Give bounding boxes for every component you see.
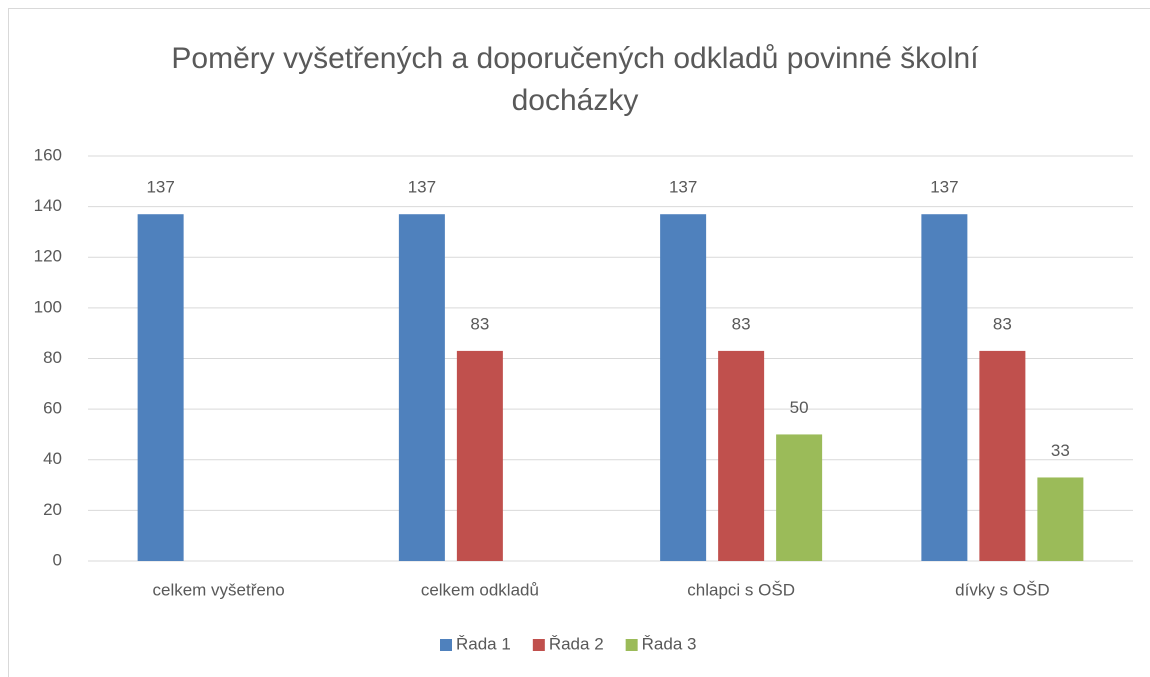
bar bbox=[921, 214, 968, 561]
y-tick-label: 20 bbox=[43, 500, 62, 519]
data-label: 137 bbox=[930, 178, 958, 197]
data-label: 83 bbox=[732, 314, 751, 333]
data-label: 33 bbox=[1051, 441, 1070, 460]
legend-label: Řada 2 bbox=[549, 634, 604, 653]
y-tick-label: 40 bbox=[43, 449, 62, 468]
bar bbox=[660, 214, 707, 561]
data-label: 137 bbox=[408, 178, 436, 197]
data-label: 137 bbox=[146, 178, 174, 197]
bar bbox=[137, 214, 184, 561]
x-tick-label: dívky s OŠD bbox=[955, 580, 1049, 599]
legend-swatch bbox=[532, 639, 545, 651]
legend-swatch bbox=[440, 639, 452, 651]
data-label: 50 bbox=[790, 398, 809, 417]
data-label: 137 bbox=[669, 178, 697, 197]
data-label: 83 bbox=[993, 314, 1012, 333]
bar bbox=[718, 350, 765, 561]
y-tick-label: 160 bbox=[34, 145, 62, 164]
bar bbox=[1037, 477, 1084, 561]
legend-label: Řada 1 bbox=[456, 634, 511, 653]
y-tick-label: 60 bbox=[43, 399, 62, 418]
data-label: 83 bbox=[470, 314, 489, 333]
bar bbox=[979, 350, 1026, 561]
chart-title: Poměry vyšetřených a doporučených odklad… bbox=[171, 42, 979, 117]
y-tick-label: 0 bbox=[53, 550, 62, 569]
chart-border bbox=[8, 8, 1150, 677]
x-tick-label: celkem vyšetřeno bbox=[152, 580, 284, 599]
legend-label: Řada 3 bbox=[642, 634, 697, 653]
y-tick-label: 100 bbox=[34, 297, 62, 316]
y-tick-label: 120 bbox=[34, 247, 62, 266]
y-tick-label: 140 bbox=[34, 196, 62, 215]
legend-swatch bbox=[625, 639, 638, 651]
bar bbox=[456, 350, 503, 561]
x-tick-label: chlapci s OŠD bbox=[687, 580, 795, 599]
y-tick-label: 80 bbox=[43, 348, 62, 367]
bar bbox=[398, 214, 445, 561]
x-tick-label: celkem odkladů bbox=[421, 580, 539, 599]
bar bbox=[776, 434, 823, 561]
